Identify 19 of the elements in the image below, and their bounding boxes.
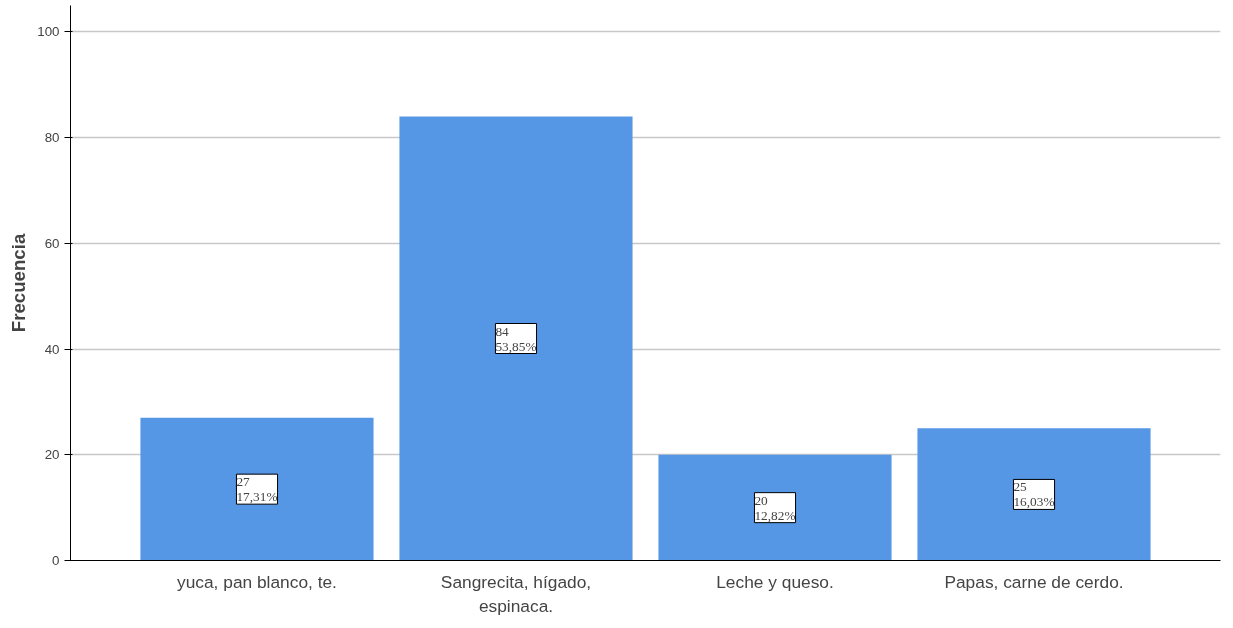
x-tick-label: Papas, carne de cerdo. [944,571,1124,592]
x-tick-label: Sangrecita, hígado, espinaca. [440,571,592,616]
data-label: 25 16,03% [1013,479,1055,510]
y-tick-label: 0 [52,553,60,568]
bar [140,417,374,561]
y-tick-label: 20 [44,447,60,463]
y-tick-label: 80 [44,130,60,146]
y-tick-label: 60 [44,235,60,251]
bar [399,116,633,561]
data-label: 20 12,82% [754,492,796,523]
y-axis-title: Frecuencia [8,233,30,333]
x-tick-label: Leche y queso. [716,571,834,592]
bar [658,454,892,561]
y-tick-label: 100 [37,24,60,40]
y-tick-label: 40 [44,341,60,357]
data-label: 27 17,31% [236,474,278,505]
bar [917,428,1151,561]
data-label: 84 53,85% [495,323,537,354]
x-tick-label: yuca, pan blanco, te. [177,571,337,592]
